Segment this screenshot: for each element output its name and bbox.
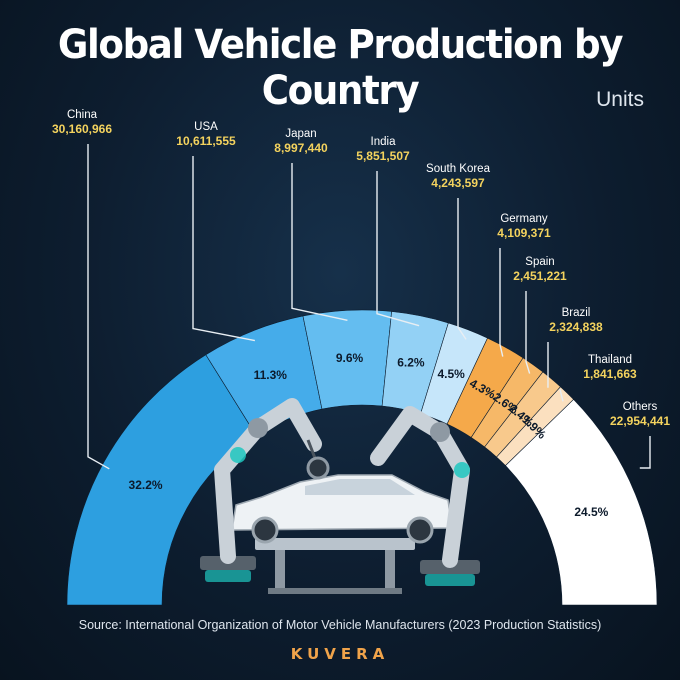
value-label: 10,611,555: [176, 134, 236, 148]
value-label: 22,954,441: [610, 414, 670, 428]
value-label: 2,324,838: [549, 320, 603, 334]
leader-line: [457, 198, 467, 340]
car-windows: [305, 479, 415, 495]
country-label: Germany: [500, 213, 548, 225]
value-label: 2,451,221: [513, 269, 567, 283]
country-label: Japan: [285, 128, 316, 140]
leader-line: [499, 248, 504, 357]
robot-base-left-ring: [205, 570, 251, 582]
percent-label: 6.2%: [397, 355, 425, 369]
leader-line: [291, 163, 348, 322]
brand-logo: KUVERA: [0, 645, 680, 663]
conveyor-leg-left: [275, 550, 285, 592]
value-label: 30,160,966: [52, 122, 112, 136]
conveyor-belt: [255, 538, 415, 550]
country-label: Others: [623, 401, 658, 413]
conveyor-base: [268, 588, 402, 594]
car-wheel-rear: [406, 516, 434, 544]
robot-joint-left: [248, 418, 268, 438]
robot-wheel-held: [306, 456, 330, 480]
percent-label: 4.5%: [437, 367, 465, 381]
slice-others: [505, 399, 658, 606]
source-note: Source: International Organization of Mo…: [78, 618, 602, 632]
country-label: China: [67, 109, 98, 121]
country-label: India: [371, 136, 397, 148]
value-label: 4,109,371: [497, 226, 551, 240]
country-label: Brazil: [562, 307, 591, 319]
leader-line: [376, 171, 420, 327]
percent-label: 32.2%: [129, 478, 163, 492]
leader-line: [639, 436, 651, 469]
percent-label: 9.6%: [336, 351, 364, 365]
country-label: Thailand: [588, 354, 632, 366]
country-label: Spain: [525, 256, 554, 268]
leader-line: [192, 156, 256, 342]
chart-title: Global Vehicle Production by Country: [57, 22, 624, 114]
country-label: USA: [194, 121, 218, 133]
leader-line: [87, 144, 110, 470]
value-label: 4,243,597: [431, 176, 485, 190]
robot-joint-right: [430, 422, 450, 442]
robot-base-right-ring: [425, 574, 475, 586]
car-assembly-illustration: [200, 398, 480, 594]
percent-label: 11.3%: [254, 368, 288, 382]
car-wheel-front: [251, 516, 279, 544]
value-label: 8,997,440: [274, 141, 328, 155]
leader-line: [559, 389, 564, 402]
robot-cable-left: [230, 447, 246, 463]
brand-text: KUVERA: [290, 645, 390, 663]
chart-subtitle: Units: [596, 88, 644, 111]
leader-line: [525, 291, 531, 374]
robot-cable-right: [454, 462, 470, 478]
value-label: 1,841,663: [583, 367, 637, 381]
conveyor-leg-right: [385, 550, 395, 592]
value-label: 5,851,507: [356, 149, 410, 163]
country-label: South Korea: [426, 163, 491, 175]
percent-label: 24.5%: [574, 505, 608, 519]
